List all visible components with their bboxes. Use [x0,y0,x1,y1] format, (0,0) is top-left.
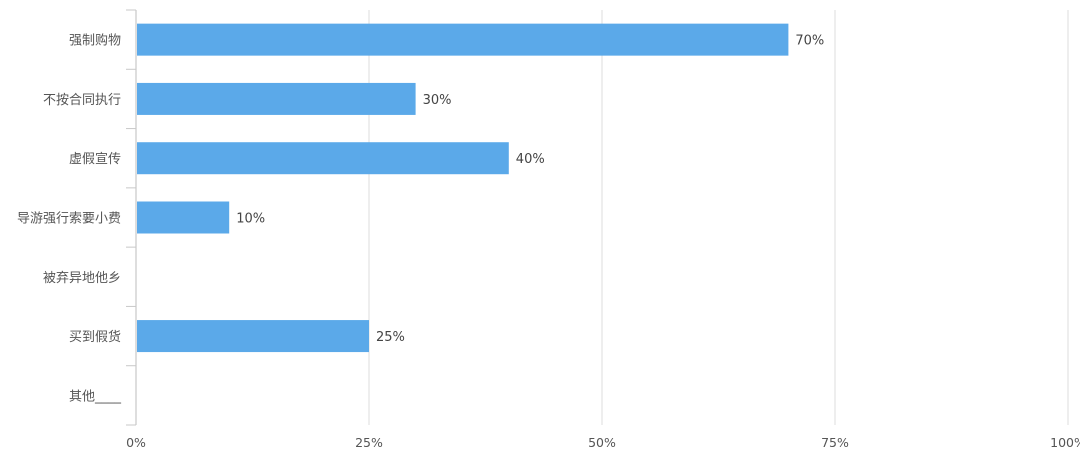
data-label: 70% [795,34,824,49]
category-label: 虚假宣传 [69,151,121,167]
bar [137,320,369,353]
bar [137,201,230,234]
data-label: 30% [423,93,452,108]
category-label: 强制购物 [69,33,121,49]
x-tick-label: 0% [126,435,146,450]
data-label: 10% [236,212,265,227]
x-tick-label: 50% [588,435,616,450]
category-label: 买到假货 [69,329,121,345]
data-label: 40% [516,152,545,167]
bar [137,23,789,56]
bar [137,82,416,115]
x-tick-label: 100% [1050,435,1080,450]
category-label: 导游强行索要小费 [17,212,121,227]
category-label: 不按合同执行 [43,93,121,108]
x-tick-label: 75% [821,435,849,450]
category-label: 被弃异地他乡 [43,271,121,286]
x-tick-label: 25% [355,435,383,450]
category-label: 其他____ [69,389,122,404]
bar [137,142,509,175]
data-label: 25% [376,330,405,345]
